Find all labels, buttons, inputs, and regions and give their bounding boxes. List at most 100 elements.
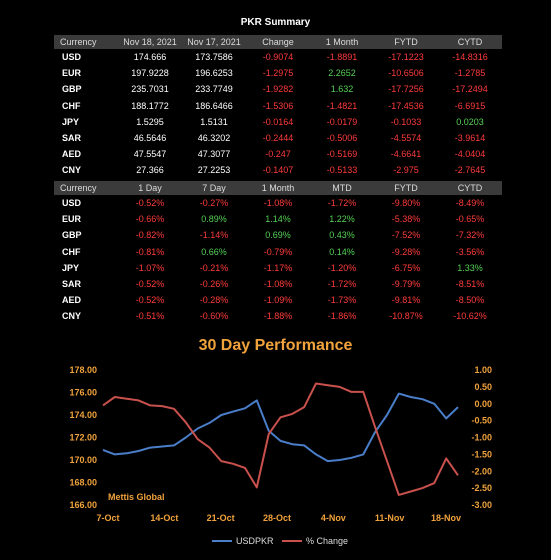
table-cell: -10.62% — [453, 311, 487, 322]
table-cell: -9.28% — [391, 246, 421, 257]
table-cell: -0.1033 — [390, 116, 422, 127]
table-cell: -1.2785 — [454, 68, 486, 79]
right-tick-label: -2.50 — [471, 483, 492, 493]
header-cell: Nov 17, 2021 — [182, 35, 246, 49]
table-row: EUR -0.66% 0.89% 1.14% 1.22% -5.38% -0.65% — [54, 211, 502, 227]
currency-code: AED — [62, 295, 82, 306]
table-cell: 0.66% — [201, 246, 227, 257]
right-tick-label: 0.00 — [474, 399, 492, 409]
table-cell: -17.1223 — [388, 52, 424, 63]
currency-code: JPY — [62, 262, 80, 273]
table-row: CHF -0.81% 0.66% -0.79% 0.14% -9.28% -3.56% — [54, 244, 502, 260]
table-cell: -1.86% — [327, 311, 357, 322]
header-cell: CYTD — [438, 35, 502, 49]
currency-code: CNY — [62, 165, 82, 176]
header-cell: 1 Month — [246, 181, 310, 195]
table-cell: -0.5133 — [326, 165, 358, 176]
table-cell: 174.666 — [133, 52, 167, 63]
table-cell: 1.22% — [329, 214, 355, 225]
currency-code: JPY — [62, 116, 80, 127]
header-cell: Currency — [54, 35, 118, 49]
table-cell: -0.0179 — [326, 116, 358, 127]
header-cell: MTD — [310, 181, 374, 195]
x-tick-label: 4-Nov — [321, 513, 346, 523]
table-cell: -8.51% — [455, 279, 485, 290]
currency-code: EUR — [62, 68, 82, 79]
currency-code: EUR — [62, 214, 82, 225]
right-tick-label: 0.50 — [474, 382, 492, 392]
table-cell: -1.4821 — [326, 100, 358, 111]
x-tick-label: 7-Oct — [96, 513, 119, 523]
table-cell: 196.6253 — [195, 68, 233, 79]
left-tick-label: 168.00 — [69, 478, 97, 488]
table-cell: -0.28% — [199, 295, 229, 306]
table-cell: 0.69% — [265, 230, 291, 241]
table-cell: 0.89% — [201, 214, 227, 225]
table-cell: -2.975 — [393, 165, 419, 176]
summary-title: PKR Summary — [240, 17, 311, 28]
table-cell: -17.2494 — [452, 84, 488, 95]
table-cell: -0.2444 — [262, 133, 294, 144]
x-tick-label: 11-Nov — [375, 513, 405, 523]
table-row: AED -0.52% -0.28% -1.09% -1.73% -9.81% -8.50% — [54, 292, 502, 308]
x-tick-label: 18-Nov — [431, 513, 461, 523]
header-cell: CYTD — [438, 181, 502, 195]
currency-code: GBP — [62, 230, 82, 241]
table-cell: -6.75% — [391, 262, 421, 273]
table-cell: -1.14% — [199, 230, 229, 241]
table-cell: -0.52% — [135, 279, 165, 290]
table-cell: -1.5306 — [262, 100, 294, 111]
currency-code: CHF — [62, 100, 81, 111]
table-cell: -1.08% — [263, 279, 293, 290]
rates-table: Currency Nov 18, 2021 Nov 17, 2021 Chang… — [54, 35, 502, 179]
left-tick-label: 170.00 — [69, 455, 97, 465]
table-cell: 173.7586 — [195, 52, 233, 63]
header-cell: 1 Day — [118, 181, 182, 195]
header-cell: Nov 18, 2021 — [118, 35, 182, 49]
table-row: EUR 197.9228 196.6253 -1.2975 2.2652 -10.6506… — [54, 65, 502, 81]
table-cell: -6.6915 — [454, 100, 486, 111]
table-cell: -0.247 — [265, 149, 291, 160]
currency-code: USD — [62, 198, 82, 209]
table-cell: 186.6466 — [195, 100, 233, 111]
currency-code: USD — [62, 52, 82, 63]
table-cell: -1.72% — [327, 198, 357, 209]
table-cell: 0.43% — [329, 230, 355, 241]
table-cell: -9.81% — [391, 295, 421, 306]
table-cell: -9.80% — [391, 198, 421, 209]
table-cell: -1.20% — [327, 262, 357, 273]
table-cell: -1.88% — [263, 311, 293, 322]
table-cell: 46.5646 — [133, 133, 167, 144]
right-tick-label: -3.00 — [471, 500, 492, 510]
table-cell: -17.4536 — [388, 100, 424, 111]
table-row: USD 174.666 173.7586 -0.9074 -1.8891 -17.1223… — [54, 49, 502, 65]
table-cell: -0.5169 — [326, 149, 358, 160]
x-tick-label: 21-Oct — [207, 513, 235, 523]
usdpkr-line — [102, 392, 459, 463]
table-cell: -0.66% — [135, 214, 165, 225]
table-cell: -8.49% — [455, 198, 485, 209]
left-tick-label: 174.00 — [69, 410, 97, 420]
table-cell: -0.65% — [455, 214, 485, 225]
table-cell: -1.9282 — [262, 84, 294, 95]
currency-code: SAR — [62, 279, 82, 290]
table-cell: 27.2253 — [197, 165, 231, 176]
right-tick-label: -2.00 — [471, 466, 492, 476]
header-cell: 7 Day — [182, 181, 246, 195]
legend-label: % Change — [306, 536, 348, 546]
header-cell: Currency — [54, 181, 118, 195]
table-cell: -1.08% — [263, 198, 293, 209]
header-cell: 1 Month — [310, 35, 374, 49]
x-tick-label: 14-Oct — [150, 513, 178, 523]
currency-code: SAR — [62, 133, 82, 144]
left-tick-label: 178.00 — [69, 365, 97, 375]
table-cell: -9.79% — [391, 279, 421, 290]
legend-label: USDPKR — [236, 536, 274, 546]
table-row: CNY -0.51% -0.60% -1.88% -1.86% -10.87% -10.62… — [54, 308, 502, 324]
table-cell: -0.60% — [199, 311, 229, 322]
table-cell: 1.33% — [457, 262, 483, 273]
table-cell: 1.5295 — [136, 116, 164, 127]
table-cell: -17.7256 — [388, 84, 424, 95]
header-cell: Change — [246, 35, 310, 49]
right-tick-label: -0.50 — [471, 416, 492, 426]
